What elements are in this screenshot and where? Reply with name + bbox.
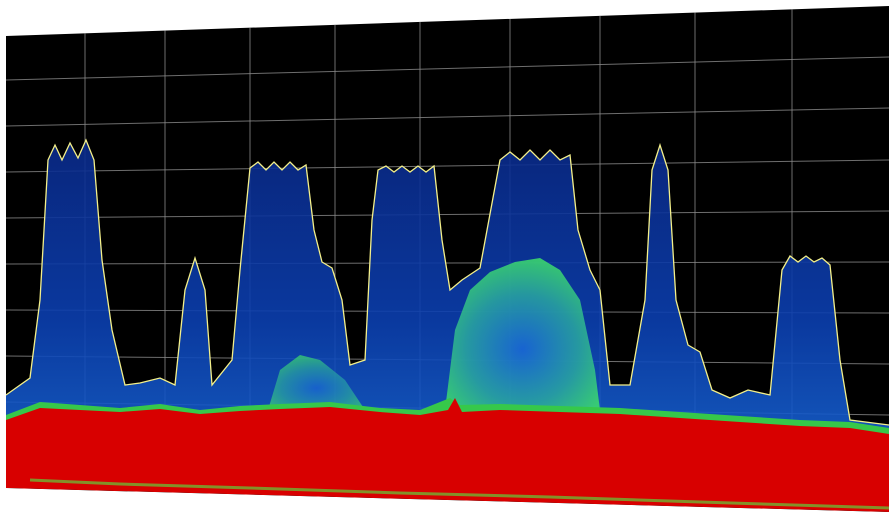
spectrum-display bbox=[0, 0, 889, 514]
page: {} html, body { margin: 0; padding: 0; b… bbox=[0, 0, 889, 514]
page-body: (() => { const data = JSON.parse(documen… bbox=[0, 0, 889, 514]
